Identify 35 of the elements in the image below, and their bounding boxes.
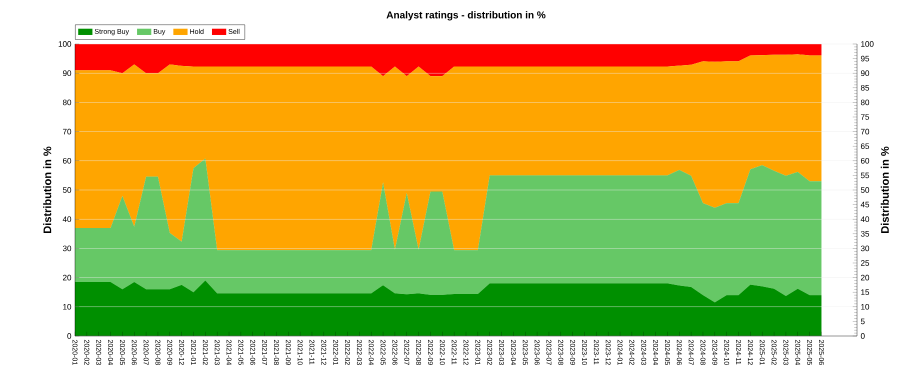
y2-tick-label: 55 bbox=[860, 172, 870, 178]
y2-tick-label: 20 bbox=[860, 274, 870, 280]
y-axis-title: Distribution in % bbox=[43, 146, 52, 233]
y2-tick-label: 75 bbox=[860, 114, 870, 120]
y2-tick-label: 70 bbox=[860, 128, 870, 134]
y-tick-label: 0 bbox=[67, 333, 72, 339]
y-tick-label: 30 bbox=[62, 246, 72, 252]
y-tick-label: 20 bbox=[62, 274, 72, 280]
y2-tick-label: 45 bbox=[860, 202, 870, 208]
y2-tick-label: 100 bbox=[861, 41, 874, 47]
y2-axis-title: Distribution in % bbox=[880, 146, 889, 233]
y-tick-label: 70 bbox=[62, 128, 72, 134]
y-tick-label: 90 bbox=[62, 70, 72, 76]
y-tick-label: 60 bbox=[62, 158, 72, 164]
y2-tick-label: 25 bbox=[860, 260, 870, 266]
y-tick-label: 50 bbox=[62, 187, 72, 193]
y2-tick-label: 15 bbox=[861, 289, 870, 295]
y2-tick-label: 60 bbox=[860, 158, 870, 164]
y2-tick-label: 40 bbox=[860, 216, 870, 222]
y2-tick-label: 80 bbox=[860, 100, 870, 106]
y-tick-label: 100 bbox=[58, 41, 72, 47]
y2-tick-label: 95 bbox=[860, 56, 870, 62]
y2-tick-label: 35 bbox=[860, 230, 870, 237]
y2-tick-label: 0 bbox=[860, 333, 865, 339]
y-tick-label: 10 bbox=[63, 304, 72, 310]
y2-tick-label: 65 bbox=[860, 143, 870, 150]
y2-tick-label: 5 bbox=[860, 318, 865, 324]
chart-title: Analyst ratings - distribution in % bbox=[386, 11, 546, 20]
y2-tick-label: 85 bbox=[860, 84, 870, 91]
y-tick-label: 40 bbox=[62, 216, 72, 222]
y2-tick-label: 10 bbox=[861, 304, 870, 310]
y2-tick-label: 50 bbox=[860, 187, 870, 193]
y-tick-label: 80 bbox=[62, 100, 72, 106]
y2-tick-label: 30 bbox=[860, 246, 870, 252]
y2-tick-label: 90 bbox=[860, 70, 870, 76]
